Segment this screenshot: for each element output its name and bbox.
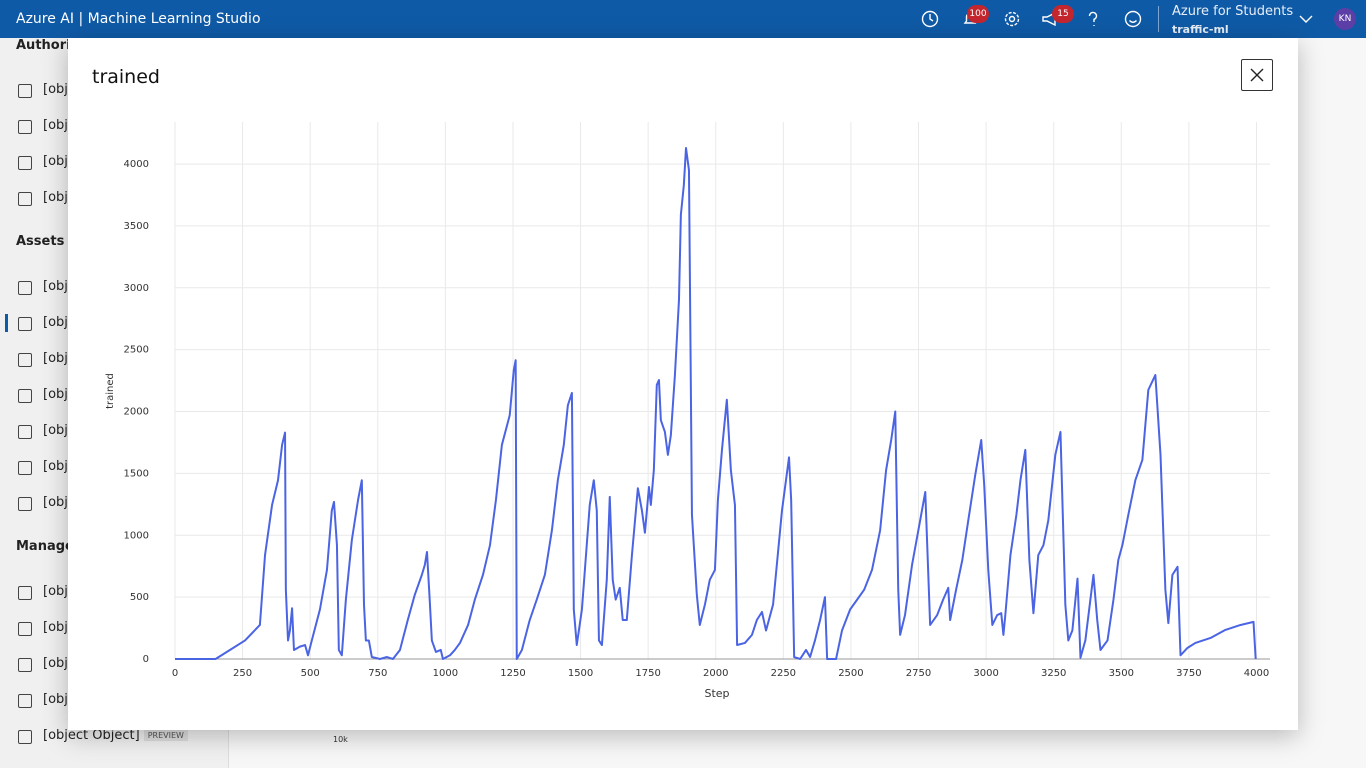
y-axis-label: trained bbox=[105, 373, 116, 409]
y-tick-label: 3500 bbox=[124, 221, 149, 232]
help-icon[interactable] bbox=[1084, 10, 1102, 28]
y-tick-label: 0 bbox=[143, 654, 149, 665]
x-tick-label: 3500 bbox=[1109, 668, 1134, 679]
x-tick-label: 3250 bbox=[1041, 668, 1066, 679]
active-indicator bbox=[5, 314, 8, 332]
nav-icon bbox=[18, 658, 32, 672]
nav-icon bbox=[18, 694, 32, 708]
nav-icon bbox=[18, 622, 32, 636]
notification-badge: 100 bbox=[967, 5, 989, 23]
background-axis-label: 10k bbox=[333, 735, 348, 744]
preview-badge: PREVIEW bbox=[143, 730, 188, 741]
x-tick-label: 4000 bbox=[1244, 668, 1269, 679]
subscription[interactable]: Azure for Students bbox=[1172, 4, 1294, 19]
x-tick-label: 2750 bbox=[906, 668, 931, 679]
history-icon[interactable] bbox=[921, 10, 939, 28]
x-tick-label: 1500 bbox=[568, 668, 593, 679]
section-header: Assets bbox=[16, 234, 65, 249]
app-title[interactable]: Azure AI | Machine Learning Studio bbox=[16, 11, 261, 27]
x-tick-label: 2250 bbox=[771, 668, 796, 679]
top-bar: Azure AI | Machine Learning Studio 100 1… bbox=[0, 0, 1366, 38]
chart: trained Step 050010001500200025003000350… bbox=[105, 122, 1270, 700]
y-tick-label: 1000 bbox=[124, 530, 149, 541]
nav-icon bbox=[18, 389, 32, 403]
y-tick-label: 500 bbox=[130, 592, 149, 603]
x-tick-label: 1000 bbox=[433, 668, 458, 679]
y-tick-label: 1500 bbox=[124, 468, 149, 479]
x-tick-label: 500 bbox=[301, 668, 320, 679]
x-tick-label: 3750 bbox=[1176, 668, 1201, 679]
x-tick-label: 250 bbox=[233, 668, 252, 679]
y-tick-label: 4000 bbox=[124, 159, 149, 170]
x-tick-label: 2500 bbox=[838, 668, 863, 679]
announcement-icon[interactable] bbox=[1041, 10, 1059, 28]
x-tick-label: 2000 bbox=[703, 668, 728, 679]
nav-icon bbox=[18, 461, 32, 475]
y-tick-label: 2500 bbox=[124, 345, 149, 356]
nav-icon bbox=[18, 586, 32, 600]
settings-icon[interactable] bbox=[1003, 10, 1021, 28]
x-tick-label: 1250 bbox=[500, 668, 525, 679]
nav-icon bbox=[18, 192, 32, 206]
nav-icon bbox=[18, 120, 32, 134]
announcement-badge: 15 bbox=[1052, 5, 1074, 23]
x-axis-label: Step bbox=[704, 687, 729, 700]
nav-icon bbox=[18, 84, 32, 98]
nav-icon bbox=[18, 497, 32, 511]
nav-icon bbox=[18, 317, 32, 331]
modal: trained trained Step 0 500 1000 1500 2000 250… bbox=[68, 38, 1298, 730]
nav-item[interactable]: [object Object] PREVIEW bbox=[43, 728, 188, 743]
chevron-icon[interactable] bbox=[1297, 10, 1315, 28]
avatar[interactable]: KN bbox=[1334, 8, 1356, 30]
nav-icon bbox=[18, 353, 32, 367]
nav-icon bbox=[18, 281, 32, 295]
close-button[interactable] bbox=[1241, 59, 1273, 91]
section-header: Manage bbox=[16, 539, 74, 554]
x-tick-label: 0 bbox=[172, 668, 178, 679]
x-tick-label: 1750 bbox=[635, 668, 660, 679]
data-line bbox=[175, 146, 1257, 660]
nav-icon bbox=[18, 425, 32, 439]
section-header: Authorin bbox=[16, 38, 80, 53]
modal-title: trained bbox=[92, 66, 160, 88]
feedback-icon[interactable] bbox=[1124, 10, 1142, 28]
x-tick-label: 750 bbox=[368, 668, 387, 679]
x-tick-label: 3000 bbox=[973, 668, 998, 679]
nav-icon bbox=[18, 156, 32, 170]
divider bbox=[1158, 6, 1159, 32]
y-tick-label: 3000 bbox=[124, 283, 149, 294]
workspace[interactable]: traffic-ml bbox=[1172, 23, 1229, 36]
nav-icon bbox=[18, 730, 32, 744]
y-tick-label: 2000 bbox=[124, 407, 149, 418]
